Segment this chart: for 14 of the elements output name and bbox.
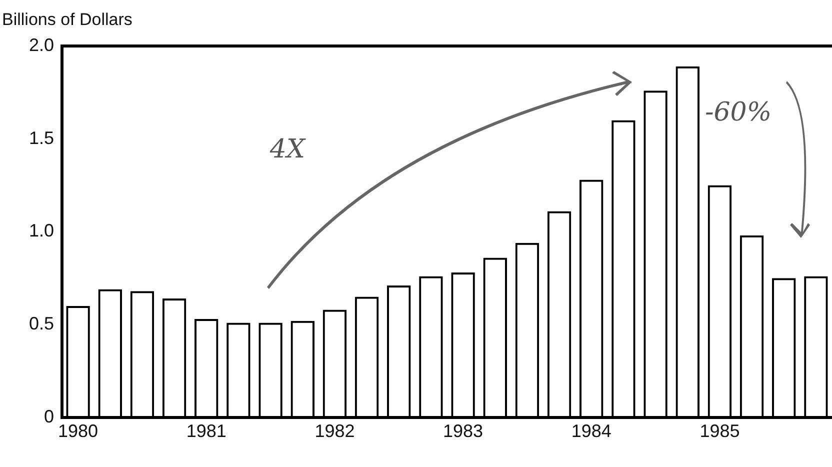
- x-tick-label: 1980: [58, 421, 98, 442]
- x-tick-label: 1982: [314, 421, 355, 442]
- annotation: 4X: [268, 134, 306, 164]
- annotation: -60%: [704, 97, 772, 128]
- x-tick-label: 1983: [443, 421, 484, 442]
- x-tick-label: 1985: [700, 421, 740, 442]
- y-axis-title: Billions of Dollars: [2, 10, 132, 30]
- y-tick-label: 2.0: [28, 34, 54, 55]
- y-tick-label: 1.5: [28, 128, 54, 148]
- x-tick-label: 1984: [571, 421, 612, 442]
- y-tick-label: 1.0: [28, 220, 54, 241]
- y-tick-label: 0.5: [28, 314, 54, 334]
- x-tick-label: 1981: [186, 421, 226, 442]
- y-tick-label: 0: [44, 406, 54, 426]
